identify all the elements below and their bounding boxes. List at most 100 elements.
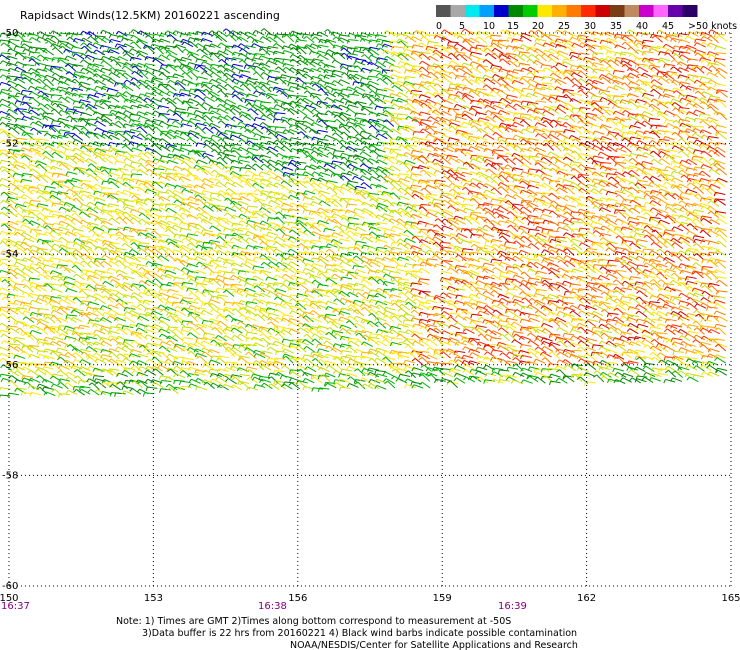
wind-barb-feather xyxy=(201,31,205,36)
wind-barb xyxy=(275,33,286,36)
wind-barb-feather xyxy=(116,82,120,86)
wind-barb xyxy=(630,59,640,66)
wind-barb-feather xyxy=(427,67,431,72)
wind-barb xyxy=(355,73,366,79)
wind-barb-feather xyxy=(295,95,298,100)
wind-barb-feather xyxy=(239,114,243,118)
wind-barb xyxy=(515,143,526,146)
wind-barb xyxy=(241,74,252,79)
wind-barb xyxy=(667,122,678,129)
wind-barb xyxy=(472,158,483,164)
wind-barb xyxy=(519,51,530,54)
wind-barb-feather xyxy=(585,169,590,173)
wind-barb-feather xyxy=(303,35,307,40)
wind-barb xyxy=(291,137,302,141)
wind-barb-feather xyxy=(93,92,97,97)
wind-barb-feather xyxy=(656,130,659,135)
wind-barb-feather xyxy=(434,65,439,69)
wind-barb xyxy=(451,71,460,80)
wind-barb xyxy=(80,179,91,182)
wind-barb-feather xyxy=(352,176,356,180)
wind-barb xyxy=(666,70,677,74)
wind-barb xyxy=(320,61,330,68)
wind-barb xyxy=(255,163,264,171)
wind-barb-feather xyxy=(382,50,386,54)
wind-barb-feather xyxy=(224,169,229,173)
wind-barb xyxy=(23,43,33,50)
wind-barb-feather xyxy=(303,176,307,180)
wind-barb xyxy=(214,33,223,42)
wind-barb-feather xyxy=(526,126,529,131)
wind-barb-feather xyxy=(30,127,34,132)
wind-barb-feather xyxy=(540,132,545,136)
wind-barb-feather xyxy=(359,77,363,82)
wind-barb-feather xyxy=(700,164,704,169)
wind-barb-feather xyxy=(222,156,226,160)
wind-barb xyxy=(558,170,569,176)
wind-barb-feather xyxy=(0,122,3,126)
wind-barb-feather xyxy=(497,137,500,142)
wind-barb xyxy=(377,61,387,68)
wind-barb-feather xyxy=(316,101,319,106)
wind-barb-feather xyxy=(526,47,530,52)
wind-barb xyxy=(602,59,612,67)
wind-barb-feather xyxy=(14,66,18,71)
wind-barb xyxy=(269,86,280,91)
wind-barb xyxy=(711,168,721,176)
wind-barb xyxy=(492,39,503,42)
wind-barb-feather xyxy=(505,175,509,180)
wind-barb xyxy=(600,151,610,158)
wind-barb xyxy=(436,34,446,41)
wind-barb xyxy=(160,54,170,61)
wind-barb-feather xyxy=(554,38,558,43)
wind-barb xyxy=(202,38,213,43)
wind-barb-feather xyxy=(678,169,683,174)
wind-barb xyxy=(124,43,135,49)
wind-barb-feather xyxy=(130,63,134,68)
wind-barb xyxy=(557,78,567,85)
wind-barb-feather xyxy=(340,52,345,57)
wind-barb xyxy=(436,32,446,38)
wind-barb xyxy=(398,38,409,44)
wind-barb xyxy=(377,88,388,92)
wind-barb xyxy=(463,62,474,67)
wind-barb xyxy=(189,51,199,56)
wind-barb-feather xyxy=(49,66,53,71)
wind-barb-feather xyxy=(43,171,47,176)
wind-barb-feather xyxy=(532,75,536,80)
wind-barb-feather xyxy=(534,100,537,105)
wind-barb-feather xyxy=(706,71,710,76)
wind-barb-feather xyxy=(396,33,399,38)
wind-barb-feather xyxy=(391,53,395,58)
wind-barb-feather xyxy=(374,105,377,111)
wind-barb-feather xyxy=(411,93,415,98)
wind-barb-feather xyxy=(202,96,207,101)
wind-barb-feather xyxy=(211,33,215,37)
wind-barb-feather xyxy=(28,37,33,41)
wind-barb xyxy=(231,166,242,169)
wind-barb-feather xyxy=(535,152,539,157)
wind-barb xyxy=(421,30,431,37)
wind-barb xyxy=(203,152,214,157)
wind-barb xyxy=(177,82,186,90)
wind-barb-feather xyxy=(396,76,400,81)
wind-barb-feather xyxy=(693,79,698,84)
wind-barb xyxy=(110,172,120,177)
wind-barb-feather xyxy=(657,174,662,178)
wind-barb xyxy=(688,48,698,54)
wind-barb-feather xyxy=(519,36,524,40)
wind-barb xyxy=(96,85,107,91)
wind-barb xyxy=(688,58,699,61)
wind-barb xyxy=(557,123,567,128)
wind-barb-feather xyxy=(550,65,555,69)
wind-barb-feather xyxy=(698,170,703,175)
wind-barb-feather xyxy=(413,30,417,34)
wind-barb-feather xyxy=(332,36,337,40)
wind-barb-feather xyxy=(85,87,89,92)
wind-barb-feather xyxy=(282,129,286,134)
wind-barb xyxy=(493,149,504,152)
wind-barb-feather xyxy=(244,79,248,84)
wind-barb-feather xyxy=(323,134,327,139)
wind-barb-feather xyxy=(337,37,342,42)
wind-barb-feather xyxy=(713,160,717,165)
